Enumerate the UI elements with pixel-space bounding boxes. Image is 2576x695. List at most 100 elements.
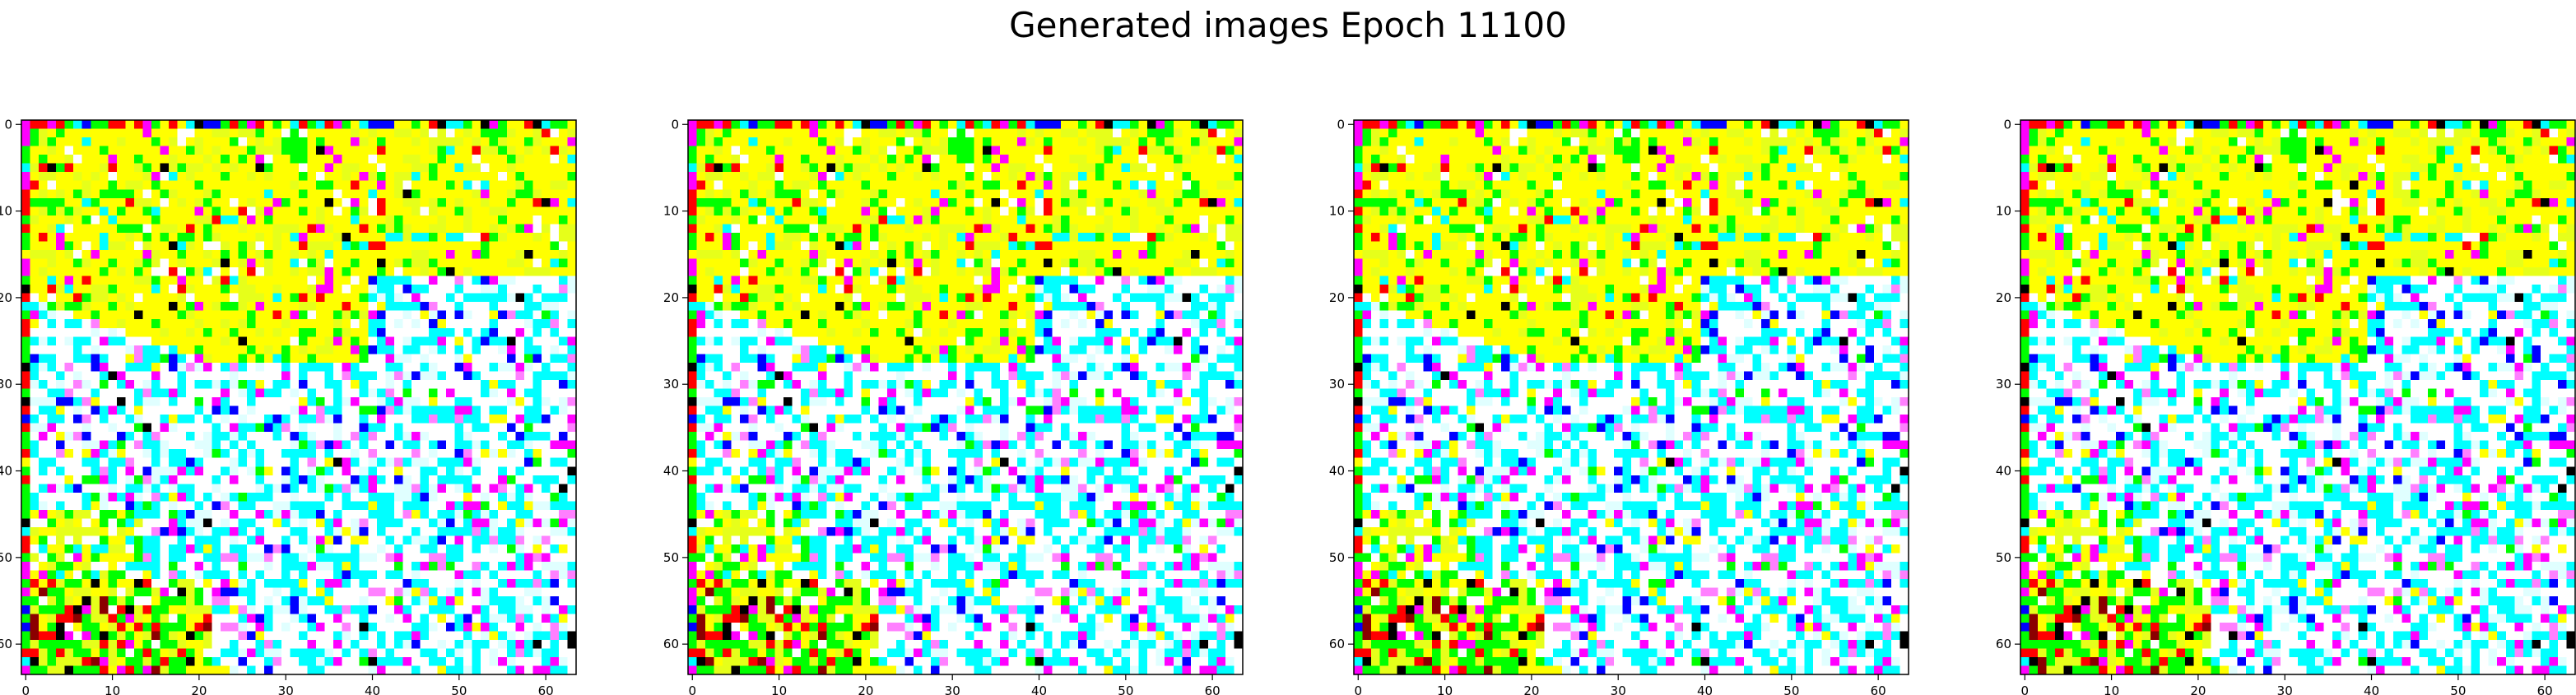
pixel <box>895 224 905 234</box>
pixel <box>299 440 308 450</box>
pixel <box>324 137 334 146</box>
pixel <box>108 310 118 320</box>
pixel <box>515 492 525 502</box>
pixel <box>108 526 118 536</box>
pixel <box>316 501 325 511</box>
pixel <box>532 544 542 554</box>
pixel <box>930 180 940 190</box>
pixel <box>1095 172 1104 182</box>
pixel <box>1069 172 1079 182</box>
pixel <box>56 614 65 623</box>
pixel <box>290 137 300 146</box>
pixel <box>133 302 143 311</box>
pixel <box>229 475 239 484</box>
pixel <box>870 155 879 164</box>
pixel <box>307 449 317 459</box>
pixel <box>402 371 412 381</box>
pixel <box>393 535 403 545</box>
pixel <box>731 163 741 173</box>
pixel <box>385 587 395 597</box>
pixel <box>21 579 30 588</box>
pixel <box>47 648 57 658</box>
pixel <box>81 276 91 285</box>
pixel <box>1182 197 1192 207</box>
pixel <box>194 362 204 372</box>
pixel <box>532 354 542 364</box>
pixel <box>688 155 697 164</box>
pixel <box>351 544 360 554</box>
pixel <box>307 137 317 146</box>
pixel <box>333 354 342 364</box>
pixel <box>160 449 170 459</box>
pixel <box>203 587 212 597</box>
pixel <box>1199 146 1209 155</box>
pixel <box>299 319 308 329</box>
pixel <box>81 319 91 329</box>
pixel <box>420 415 430 424</box>
pixel <box>116 345 126 354</box>
pixel <box>411 535 421 545</box>
pixel <box>281 665 291 675</box>
pixel <box>333 362 342 372</box>
pixel <box>299 293 308 303</box>
pixel <box>108 544 118 554</box>
pixel <box>550 267 560 276</box>
pixel <box>272 354 282 364</box>
pixel <box>489 354 499 364</box>
pixel <box>47 535 57 545</box>
pixel <box>550 449 560 459</box>
pixel <box>463 509 472 519</box>
pixel <box>133 371 143 381</box>
pixel <box>351 518 360 528</box>
pixel <box>263 614 273 623</box>
pixel <box>133 596 143 606</box>
pixel <box>376 293 386 303</box>
pixel <box>853 128 862 138</box>
pixel <box>212 258 221 268</box>
pixel <box>108 622 118 632</box>
pixel <box>402 137 412 146</box>
pixel <box>351 155 360 164</box>
pixel <box>133 449 143 459</box>
pixel <box>324 189 334 199</box>
pixel <box>437 415 447 424</box>
pixel <box>246 371 256 381</box>
pixel <box>411 155 421 164</box>
pixel <box>541 362 551 372</box>
pixel <box>523 605 533 614</box>
pixel <box>454 388 464 398</box>
pixel <box>376 206 386 216</box>
pixel <box>541 405 551 415</box>
pixel <box>411 267 421 276</box>
pixel <box>1234 215 1244 225</box>
pixel <box>351 163 360 173</box>
pixel <box>817 206 827 216</box>
pixel <box>541 449 551 459</box>
pixel <box>290 336 300 346</box>
pixel <box>472 553 481 563</box>
pixel <box>177 319 187 329</box>
pixel <box>39 302 48 311</box>
pixel <box>324 622 334 632</box>
pixel <box>99 509 109 519</box>
pixel <box>324 484 334 493</box>
pixel <box>359 180 369 190</box>
pixel <box>64 639 74 649</box>
pixel <box>402 293 412 303</box>
pixel <box>281 215 291 225</box>
pixel <box>402 614 412 623</box>
pixel <box>229 457 239 467</box>
pixel <box>151 553 160 563</box>
pixel <box>342 224 351 234</box>
pixel <box>307 189 317 199</box>
pixel <box>238 327 248 337</box>
pixel <box>290 622 300 632</box>
pixel <box>765 215 775 225</box>
pixel <box>194 137 204 146</box>
pixel <box>878 189 888 199</box>
pixel <box>895 189 905 199</box>
pixel <box>299 466 308 476</box>
pixel <box>151 492 160 502</box>
pixel <box>91 155 100 164</box>
pixel <box>212 475 221 484</box>
